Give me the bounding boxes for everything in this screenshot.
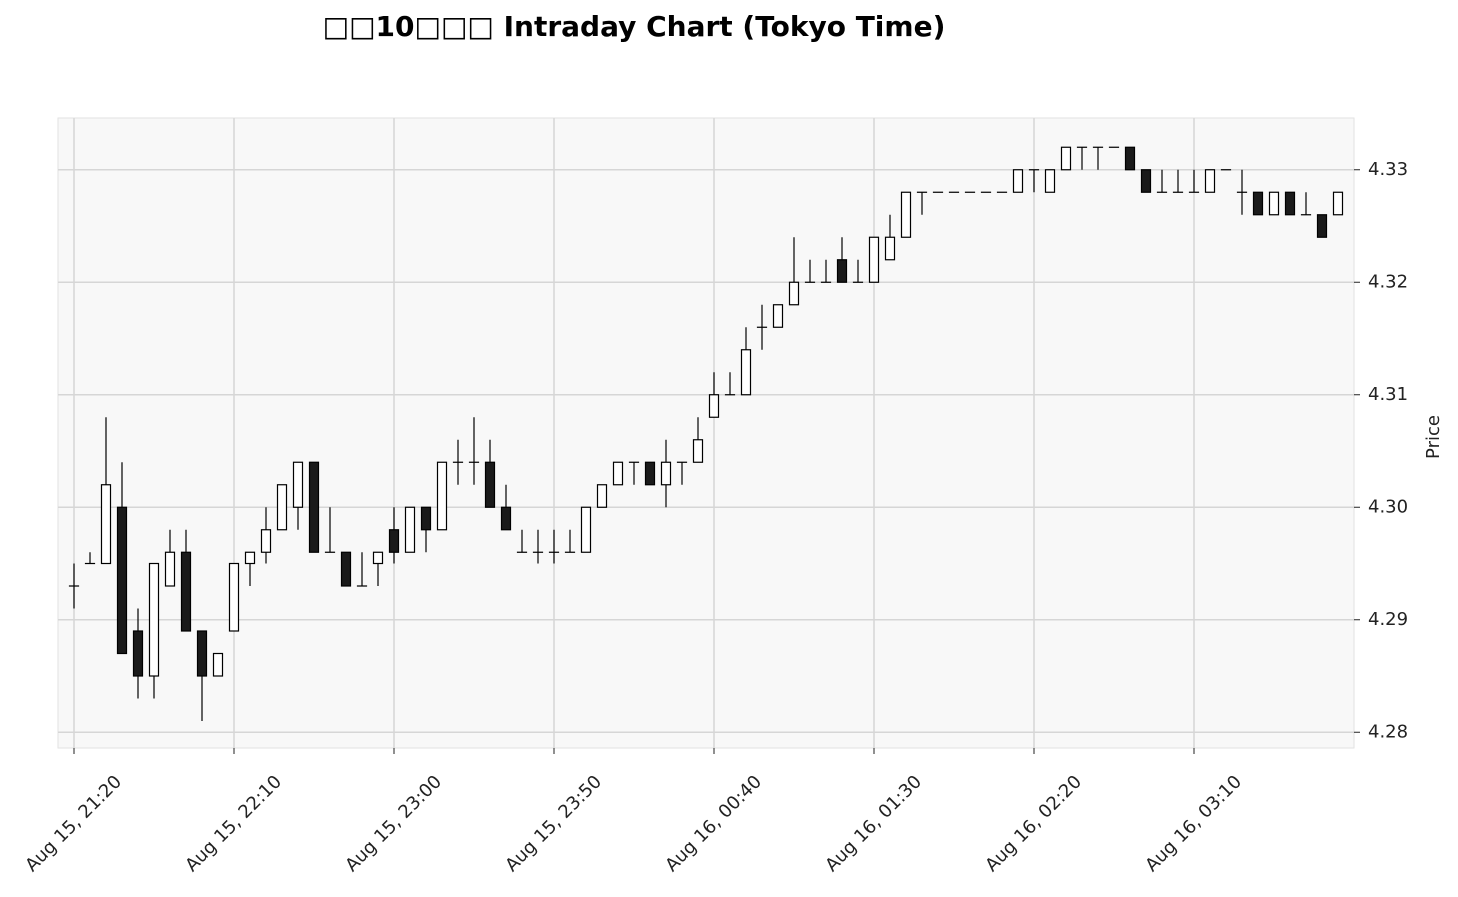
y-axis-label: Price — [1423, 415, 1444, 459]
candle-body — [404, 506, 416, 553]
candle-body — [740, 349, 752, 396]
candle-body — [692, 439, 704, 463]
candle-body — [884, 236, 896, 261]
candle-body — [164, 551, 176, 587]
candle-body — [148, 562, 160, 677]
y-tick-label: 4.31 — [1368, 384, 1408, 405]
y-tick-label: 4.28 — [1368, 721, 1408, 742]
candle-body — [1268, 191, 1280, 216]
candle-body — [196, 630, 208, 677]
x-tick-label: Aug 15, 23:50 — [501, 771, 606, 876]
candle-body — [388, 529, 400, 553]
candle-body — [260, 529, 272, 553]
x-tick-label: Aug 16, 01:30 — [821, 771, 926, 876]
candle-body — [772, 304, 784, 328]
candle-body — [580, 506, 592, 553]
plot-area — [57, 117, 1355, 749]
candle-body — [132, 630, 144, 677]
candle-body — [1060, 146, 1072, 171]
x-tick-label: Aug 15, 21:20 — [21, 771, 126, 876]
candle-body — [228, 562, 240, 632]
candle-body — [644, 461, 656, 486]
candle-body — [292, 461, 304, 508]
y-tick-label: 4.33 — [1368, 159, 1408, 180]
x-tick-label: Aug 16, 03:10 — [1141, 771, 1246, 876]
x-tick-label: Aug 16, 02:20 — [981, 771, 1086, 876]
candle-body — [708, 394, 720, 418]
candle-body — [1012, 169, 1024, 193]
y-tick-label: 4.32 — [1368, 271, 1408, 292]
candle-body — [1044, 169, 1056, 193]
candle-body — [244, 551, 256, 565]
candle-body — [500, 506, 512, 531]
candle-body — [596, 484, 608, 508]
candle-body — [180, 551, 192, 632]
candle-body — [1252, 191, 1264, 216]
candle-body — [1332, 191, 1344, 216]
candle-body — [1124, 146, 1136, 171]
candle-body — [116, 506, 128, 655]
candle-body — [1316, 214, 1328, 238]
x-tick-label: Aug 15, 23:00 — [341, 771, 446, 876]
candle-body — [276, 484, 288, 531]
candle-body — [868, 236, 880, 283]
candle-body — [660, 461, 672, 486]
chart-title: □□10□□□ Intraday Chart (Tokyo Time) — [323, 10, 946, 43]
candle-body — [900, 191, 912, 238]
candle-body — [484, 461, 496, 508]
candle-body — [212, 652, 224, 677]
candle-body — [788, 281, 800, 306]
candle-body — [836, 259, 848, 283]
candle-body — [340, 551, 352, 587]
candle-body — [308, 461, 320, 553]
candle-body — [100, 484, 112, 565]
candle-body — [1284, 191, 1296, 216]
x-tick-label: Aug 16, 00:40 — [661, 771, 766, 876]
y-tick-label: 4.30 — [1368, 496, 1408, 517]
candle-body — [1140, 169, 1152, 193]
candle-body — [436, 461, 448, 531]
candle-body — [420, 506, 432, 531]
candle-body — [612, 461, 624, 486]
x-tick-label: Aug 15, 22:10 — [181, 771, 286, 876]
candle-body — [1204, 169, 1216, 193]
candle-body — [372, 551, 384, 565]
y-tick-label: 4.29 — [1368, 609, 1408, 630]
